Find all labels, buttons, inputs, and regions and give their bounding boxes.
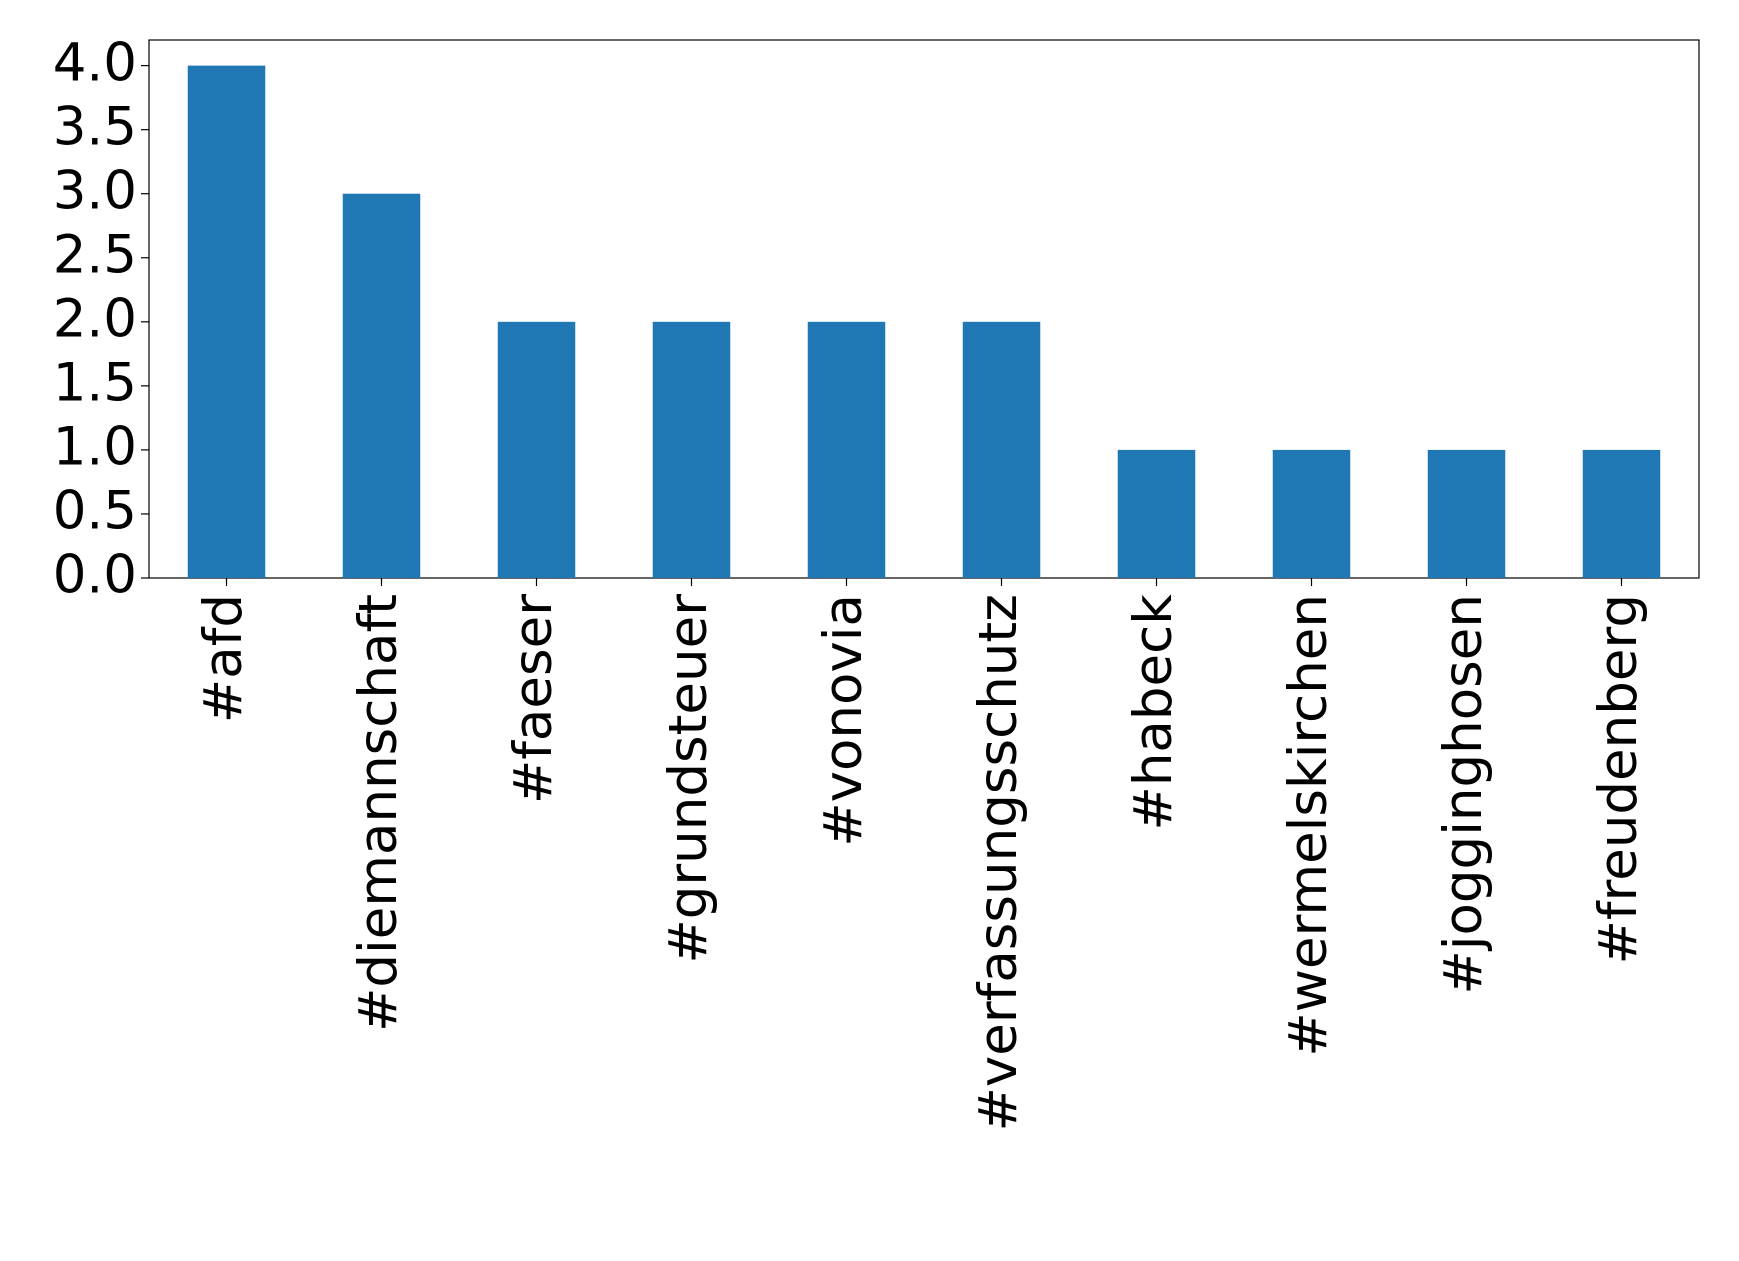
bar [1272, 449, 1351, 578]
y-tick-label: 3.0 [53, 160, 137, 221]
x-tick-label: #grundsteuer [658, 594, 719, 964]
x-tick-label: #verfassungsschutz [968, 594, 1029, 1132]
x-tick-label: #freudenberg [1588, 594, 1649, 964]
bar [1117, 449, 1196, 578]
bar [497, 321, 576, 578]
plot-frame [148, 39, 1700, 579]
bar [807, 321, 886, 578]
y-tick-label: 2.5 [53, 224, 137, 285]
y-tick-label: 0.0 [53, 545, 137, 606]
bar [1427, 449, 1506, 578]
y-tick-label: 1.5 [53, 352, 137, 413]
y-tick-label: 3.5 [53, 96, 137, 157]
y-tick-label: 0.5 [53, 481, 137, 542]
y-tick-label: 2.0 [53, 288, 137, 349]
y-tick-label: 4.0 [53, 32, 137, 93]
x-tick-label: #afd [193, 594, 254, 723]
bar [652, 321, 731, 578]
x-tick-label: #diemannschaft [348, 594, 409, 1032]
x-tick-label: #faeser [503, 594, 564, 804]
y-tick-label: 1.0 [53, 417, 137, 478]
bar [342, 193, 421, 578]
x-tick-label: #habeck [1123, 594, 1184, 831]
bar [962, 321, 1041, 578]
bar [1582, 449, 1661, 578]
x-tick-label: #wermelskirchen [1278, 594, 1339, 1057]
x-tick-label: #vonovia [813, 594, 874, 847]
x-tick-label: #jogginghosen [1433, 594, 1494, 995]
bar [187, 65, 266, 579]
